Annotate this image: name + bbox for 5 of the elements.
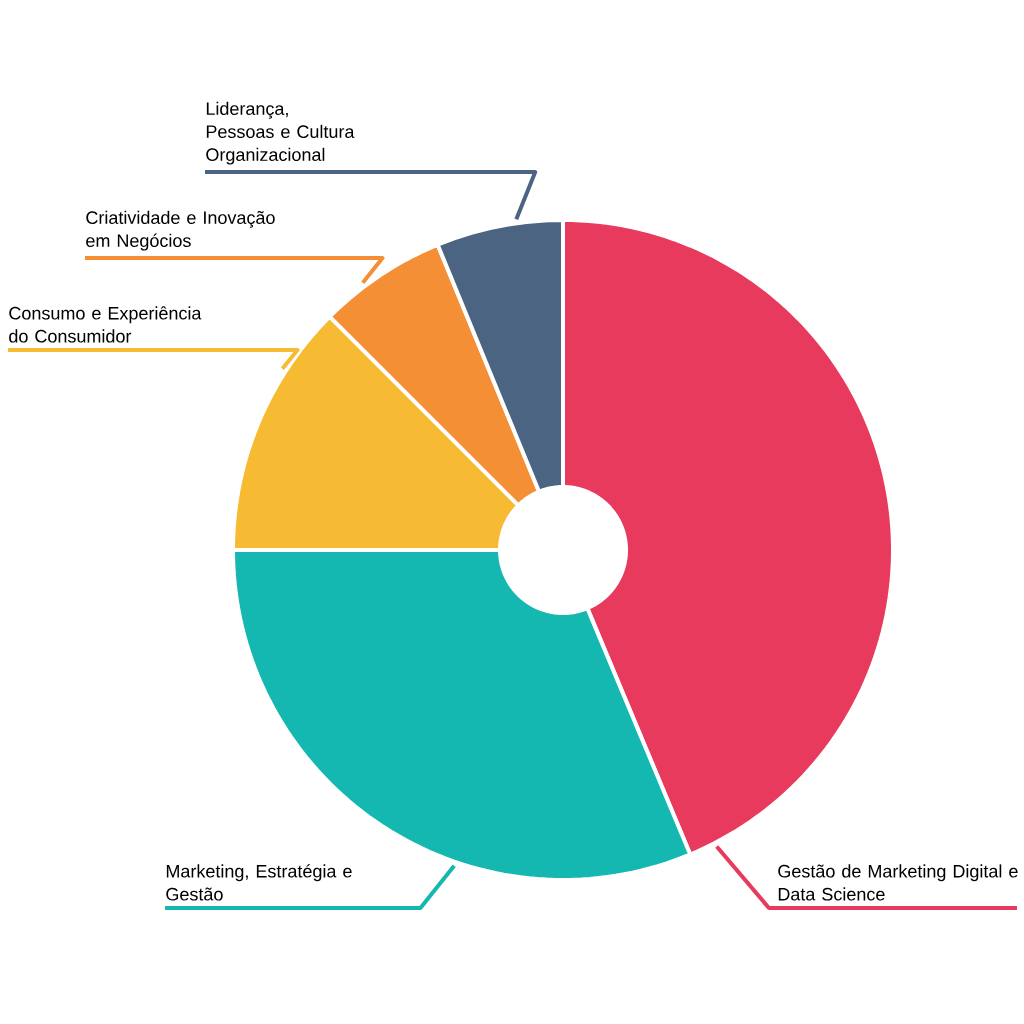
slice-label: Gestão de Marketing Digital e Data Science	[778, 864, 1018, 901]
slice-label: Liderança, Pessoas e Cultura Organizacional	[206, 101, 355, 165]
slice-label: Consumo e Experiência do Consumidor	[9, 306, 202, 343]
slice-label: Marketing, Estratégia e Gestão	[166, 864, 352, 901]
slice-label: Criatividade e Inovação em Negócios	[86, 210, 275, 251]
